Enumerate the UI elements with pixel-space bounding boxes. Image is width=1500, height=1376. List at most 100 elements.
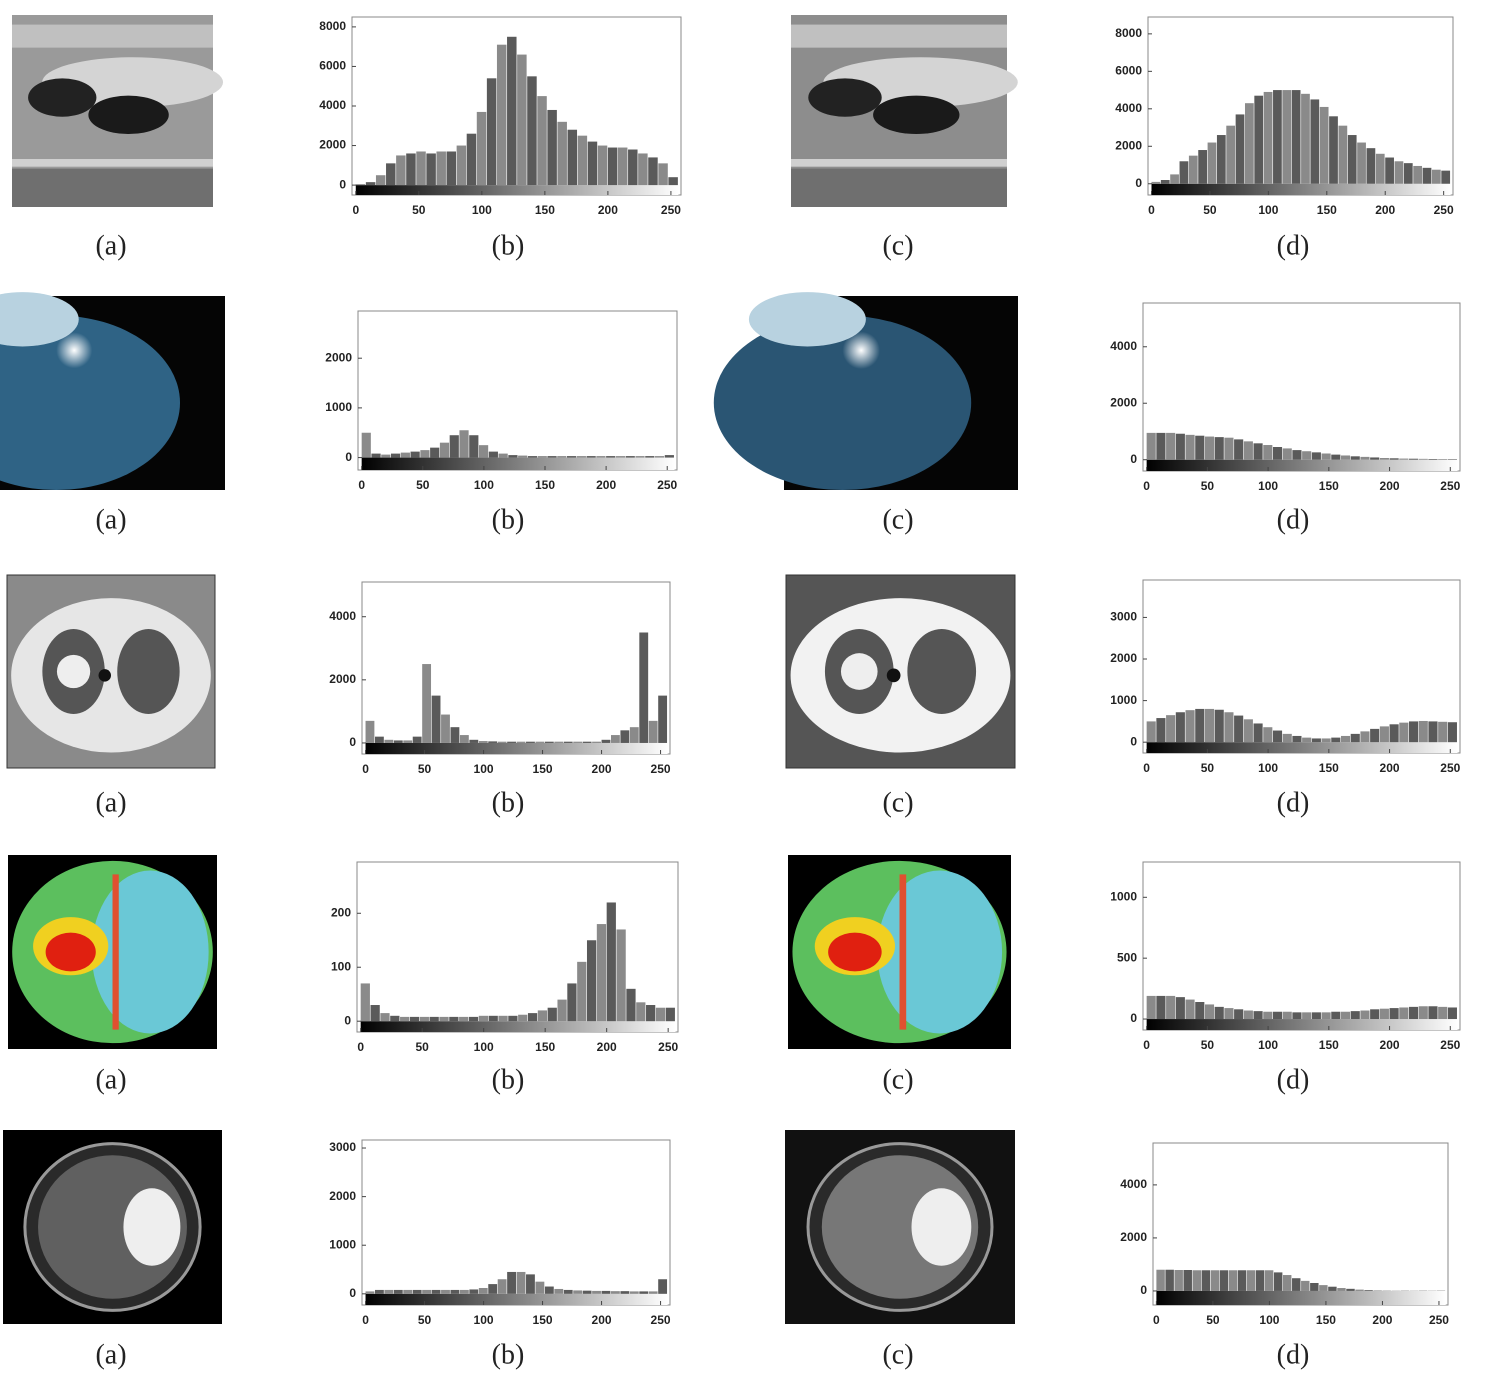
bar (374, 736, 384, 743)
bar (629, 1291, 639, 1294)
bar (400, 1016, 410, 1022)
bar (371, 453, 381, 458)
colorbar (1146, 742, 1458, 753)
bar (668, 177, 678, 186)
caption: (c) (882, 1339, 913, 1370)
bar (1311, 738, 1321, 743)
bar (456, 145, 467, 186)
bar (1272, 447, 1283, 460)
bar (1379, 726, 1389, 743)
image-blob (28, 78, 97, 117)
bar (586, 940, 597, 1022)
caption: (b) (492, 230, 525, 261)
bar (498, 1015, 508, 1022)
bar (1370, 457, 1380, 460)
bar (441, 714, 450, 743)
bar (1234, 715, 1244, 743)
bar (450, 1289, 460, 1294)
caption: (b) (492, 504, 525, 535)
bar (1195, 1002, 1205, 1020)
bar (393, 1289, 403, 1294)
bar (1192, 1270, 1202, 1291)
bar (1282, 1275, 1292, 1291)
bar (1219, 1270, 1229, 1291)
bar (567, 129, 578, 186)
bar (596, 924, 607, 1022)
bar (497, 1279, 507, 1294)
bar (573, 1290, 583, 1294)
bar (563, 741, 573, 743)
bar (1441, 170, 1451, 184)
bar (1165, 1269, 1174, 1291)
colorbar (361, 457, 675, 470)
bar (1210, 1270, 1220, 1291)
y-tick-label: 3000 (329, 1140, 356, 1154)
bar (645, 456, 655, 458)
bar (1310, 99, 1320, 184)
bar (496, 44, 507, 186)
image-midline (899, 874, 907, 1030)
bar (459, 1289, 469, 1294)
image (791, 15, 1018, 207)
bar (573, 741, 583, 743)
x-tick-label: 100 (1258, 479, 1278, 493)
bar (1346, 1288, 1355, 1291)
bar (1166, 715, 1176, 743)
bar (1207, 142, 1217, 184)
bar (498, 453, 508, 458)
caption: (c) (882, 1064, 913, 1095)
bar (429, 1016, 439, 1022)
y-tick-label: 2000 (1120, 1230, 1147, 1244)
bar (1282, 90, 1292, 184)
bar (615, 456, 626, 458)
bar (393, 740, 403, 743)
y-tick-label: 0 (1130, 734, 1137, 748)
bar (1255, 1270, 1265, 1291)
bar (403, 1289, 413, 1294)
bar (665, 1007, 675, 1022)
y-tick-label: 6000 (1115, 64, 1142, 78)
y-tick-label: 1000 (1110, 889, 1137, 903)
bar (1389, 724, 1399, 743)
bar (488, 451, 498, 458)
bar (1253, 1011, 1263, 1020)
bar (516, 1271, 526, 1294)
x-tick-label: 200 (598, 203, 618, 217)
bar (1214, 437, 1224, 460)
x-tick-label: 100 (474, 762, 494, 776)
bar (1291, 90, 1301, 184)
bar (1282, 1011, 1292, 1020)
bar (1204, 708, 1215, 743)
y-tick-label: 2000 (329, 672, 356, 686)
y-tick-label: 2000 (325, 350, 352, 364)
y-tick-label: 4000 (329, 609, 356, 623)
bar (1175, 712, 1185, 743)
image (12, 15, 224, 207)
bar (610, 1291, 620, 1294)
bar (1302, 451, 1312, 460)
bar (1373, 1290, 1382, 1291)
x-tick-label: 150 (535, 1040, 555, 1054)
x-tick-label: 50 (1206, 1313, 1220, 1327)
bar (479, 445, 489, 458)
x-tick-label: 200 (597, 1040, 617, 1054)
bar (1235, 114, 1245, 184)
bar (1366, 148, 1376, 184)
bar (1263, 1011, 1273, 1020)
image-brain (877, 870, 1003, 1034)
bar (1438, 459, 1448, 460)
image-tumor (840, 653, 878, 690)
x-tick-label: 200 (1375, 203, 1395, 217)
bar (1273, 90, 1282, 184)
bar (466, 133, 477, 186)
bar (1447, 722, 1457, 743)
plot-frame (357, 310, 678, 471)
bar (544, 741, 554, 743)
bar (547, 456, 557, 458)
bar (527, 76, 537, 186)
caption: (d) (1277, 1339, 1310, 1370)
x-tick-label: 150 (533, 762, 553, 776)
bar (1360, 731, 1370, 743)
bar (1243, 1010, 1253, 1020)
bar (1340, 1011, 1351, 1020)
